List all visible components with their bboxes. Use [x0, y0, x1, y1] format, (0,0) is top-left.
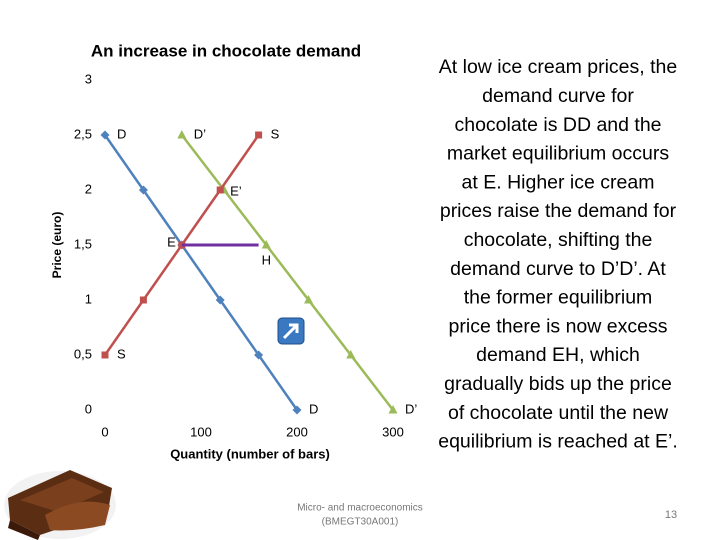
body-text-line: market equilibrium occurs [447, 143, 669, 165]
body-text-line: demand curve to D’D’. At [450, 258, 666, 280]
series-label: D [117, 126, 126, 141]
y-tick-label: 1 [85, 291, 92, 306]
series-label: D’ [405, 401, 417, 416]
y-tick-label: 2 [85, 181, 92, 196]
chart-title: An increase in chocolate demand [91, 41, 361, 60]
marker [100, 130, 110, 140]
chocolate-image [4, 470, 116, 540]
body-text-line: demand curve for [482, 85, 634, 107]
x-tick-label: 300 [382, 424, 404, 439]
body-text-line: equilibrium is reached at E’. [438, 431, 678, 453]
marker [254, 350, 264, 360]
series-label: D [309, 401, 318, 416]
page-number: 13 [665, 509, 677, 521]
y-axis-label: Price (euro) [50, 212, 64, 279]
series-label: S [117, 346, 126, 361]
y-tick-label: 2,5 [74, 126, 92, 141]
annotation: E’ [230, 183, 242, 198]
arrow-icon [277, 317, 305, 345]
marker [261, 240, 271, 249]
body-text-line: chocolate is DD and the [454, 114, 661, 136]
body-text-line: of chocolate until the new [448, 402, 669, 424]
body-text-line: demand EH, which [476, 344, 640, 366]
marker [304, 295, 314, 304]
series-line [103, 134, 299, 411]
marker [177, 130, 187, 139]
y-tick-label: 3 [85, 71, 92, 86]
series-line [180, 134, 394, 411]
marker [101, 351, 109, 359]
x-axis-label: Quantity (number of bars) [170, 446, 330, 461]
marker [292, 405, 302, 415]
annotation: E [167, 234, 176, 249]
marker [216, 186, 224, 194]
body-text-line: At low ice cream prices, the [439, 56, 677, 78]
body-text-line: chocolate, shifting the [464, 229, 653, 251]
x-tick-label: 100 [190, 424, 212, 439]
footer-line: Micro- and macroeconomics [297, 503, 423, 514]
x-tick-label: 200 [286, 424, 308, 439]
body-text-line: price there is now excess [449, 315, 668, 337]
y-tick-label: 1,5 [74, 236, 92, 251]
footer-line: (BMEGT30A001) [322, 517, 399, 528]
x-tick-label: 0 [101, 424, 108, 439]
body-text-line: at E. Higher ice cream [462, 171, 655, 193]
series-label: S [271, 126, 280, 141]
marker [388, 405, 398, 414]
body-text-line: the former equilibrium [464, 287, 653, 309]
body-text-line: gradually bids up the price [444, 373, 672, 395]
annotation: H [262, 252, 271, 267]
marker [138, 185, 148, 195]
series-label: D’ [194, 126, 206, 141]
y-tick-label: 0 [85, 401, 92, 416]
y-tick-label: 0,5 [74, 346, 92, 361]
marker [139, 296, 147, 304]
marker [346, 350, 356, 359]
marker [255, 131, 263, 139]
body-text-line: prices raise the demand for [440, 200, 677, 222]
marker [215, 295, 225, 305]
